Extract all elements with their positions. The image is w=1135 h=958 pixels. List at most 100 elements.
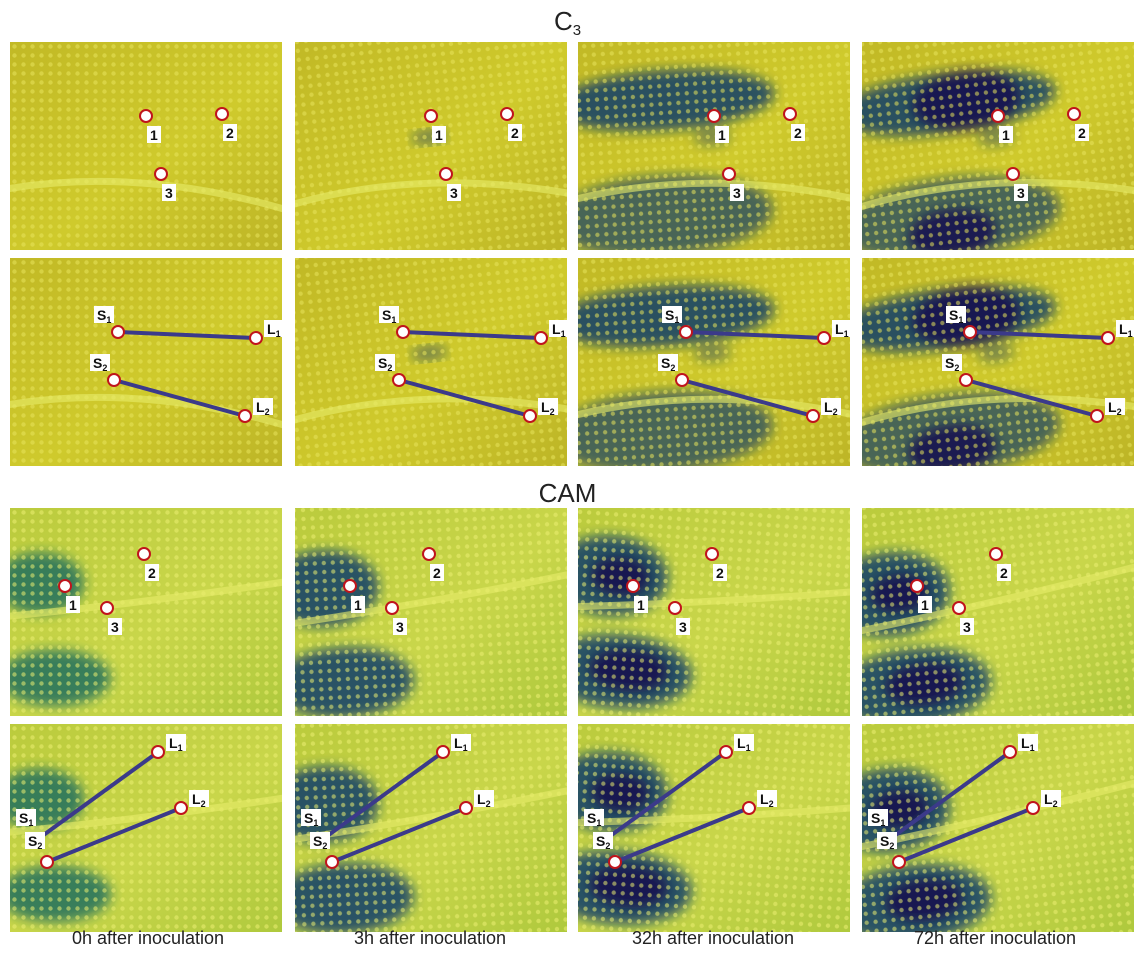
leaf-panel: 1 2 3 — [295, 42, 567, 250]
marker-point — [523, 409, 537, 423]
label-box — [730, 184, 744, 201]
label-box — [868, 809, 888, 826]
marker-point — [111, 325, 125, 339]
marker-point — [107, 373, 121, 387]
marker-point — [1067, 107, 1081, 121]
marker-point — [989, 547, 1003, 561]
marker-point — [396, 325, 410, 339]
marker-point — [439, 167, 453, 181]
measure-line — [681, 378, 814, 418]
label-box — [1014, 184, 1028, 201]
label-box — [832, 320, 850, 337]
leaf-image: 1 2 3 — [862, 508, 1134, 716]
label-box — [432, 126, 446, 143]
point-label: 3 — [450, 185, 458, 201]
marker-point — [343, 579, 357, 593]
label-box — [1018, 734, 1038, 751]
label-box — [676, 618, 690, 635]
leaf-panel: S1 L1 S2 L2 — [295, 258, 567, 466]
point-label: 2 — [1078, 125, 1086, 141]
label-box — [960, 618, 974, 635]
marker-point — [1006, 167, 1020, 181]
point-label: 1 — [718, 127, 726, 143]
label-box — [166, 734, 186, 751]
label-box — [94, 306, 114, 323]
caption-3h: 3h after inoculation — [353, 928, 507, 948]
marker-point — [325, 855, 339, 869]
leaf-image: 1 2 3 — [295, 42, 567, 250]
leaf-panel: S1 L1 S2 L2 — [578, 724, 850, 932]
leaf-panel: S1 L1 S2 L2 — [10, 258, 282, 466]
measure-line — [36, 750, 160, 841]
point-label: 1 — [921, 597, 929, 613]
label-box — [264, 320, 282, 337]
label-box — [301, 809, 321, 826]
label-box — [821, 398, 841, 415]
label-box — [508, 124, 522, 141]
point-label: 3 — [1017, 185, 1025, 201]
point-label: 3 — [396, 619, 404, 635]
point-label: 2 — [794, 125, 802, 141]
marker-point — [422, 547, 436, 561]
marker-point — [1026, 801, 1040, 815]
point-label: 3 — [733, 185, 741, 201]
label-box — [145, 564, 159, 581]
label-box — [715, 126, 729, 143]
label-box — [757, 790, 777, 807]
label-box — [584, 809, 604, 826]
leaf-panel: S1 L1 S2 L2 — [10, 724, 282, 932]
marker-point — [151, 745, 165, 759]
leaf-panel: S1 L1 S2 L2 — [862, 258, 1134, 466]
marker-point — [952, 601, 966, 615]
label-box — [379, 306, 399, 323]
marker-point — [959, 373, 973, 387]
label-box — [223, 124, 237, 141]
marker-point — [424, 109, 438, 123]
label-box — [375, 354, 395, 371]
leaf-panel: S1 L1 S2 L2 — [862, 724, 1134, 932]
label-box — [474, 790, 494, 807]
caption-0h: 0h after inoculation — [71, 928, 225, 948]
point-label: 1 — [69, 597, 77, 613]
caption-72h: 72h after inoculation — [913, 928, 1077, 948]
marker-point — [742, 801, 756, 815]
point-label: 3 — [679, 619, 687, 635]
marker-point — [719, 745, 733, 759]
leaf-image: 1 2 3 — [295, 508, 567, 716]
measure-line — [969, 330, 1109, 340]
label-box — [66, 596, 80, 613]
marker-point — [783, 107, 797, 121]
point-label: 3 — [165, 185, 173, 201]
marker-point — [608, 855, 622, 869]
marker-point — [991, 109, 1005, 123]
leaf-panel: 1 2 3 — [295, 508, 567, 716]
label-box — [713, 564, 727, 581]
point-label: 2 — [226, 125, 234, 141]
marker-point — [626, 579, 640, 593]
caption-32h: 32h after inoculation — [631, 928, 795, 948]
label-box — [877, 832, 897, 849]
marker-point — [139, 109, 153, 123]
leaf-image: 1 2 3 — [10, 42, 282, 250]
leaf-image: 1 2 3 — [578, 42, 850, 250]
marker-point — [215, 107, 229, 121]
label-box — [1075, 124, 1089, 141]
label-box — [999, 126, 1013, 143]
marker-point — [806, 409, 820, 423]
label-box — [658, 354, 678, 371]
leaf-image: 1 2 3 — [862, 42, 1134, 250]
label-box — [946, 306, 966, 323]
label-box — [734, 734, 754, 751]
label-box — [634, 596, 648, 613]
point-label: 2 — [716, 565, 724, 581]
marker-point — [238, 409, 252, 423]
label-box — [538, 398, 558, 415]
measure-line — [604, 750, 728, 841]
